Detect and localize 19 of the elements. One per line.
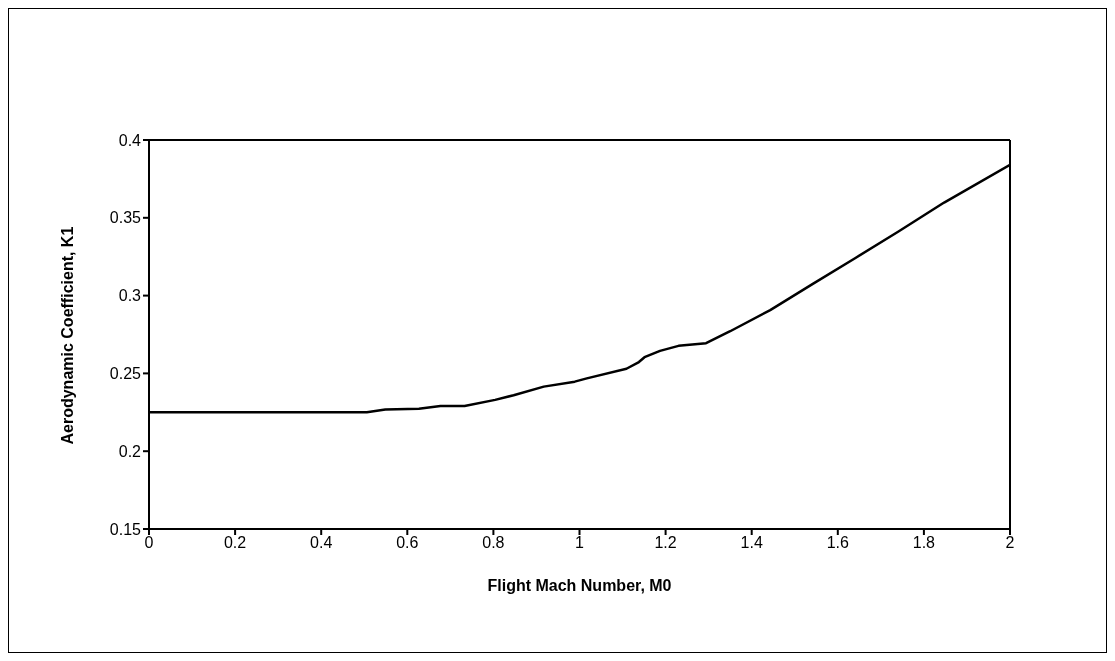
y-tick-label: 0.4 [118, 131, 142, 149]
x-tick-label: 2 [1005, 534, 1015, 552]
y-tick-label: 0.15 [109, 520, 142, 538]
x-tick-label: 0.8 [482, 534, 505, 552]
x-tick-label: 1.8 [912, 534, 936, 552]
y-tick-label: 0.25 [109, 365, 142, 383]
y-tick-label: 0.2 [118, 442, 142, 460]
x-tick-label: 0.4 [310, 534, 333, 552]
x-axis-title: Flight Mach Number, M0 [487, 577, 672, 594]
y-axis-title: Aerodynamic Coefficient, K1 [58, 226, 76, 445]
x-tick-label: 1.2 [654, 534, 677, 552]
x-tick-label: 0 [144, 534, 154, 552]
y-tick-label: 0.3 [118, 287, 142, 305]
x-tick-label: 0.2 [223, 534, 247, 552]
y-tick-label: 0.35 [109, 209, 142, 227]
x-tick-label: 0.6 [396, 534, 419, 552]
x-tick-label: 1.4 [740, 534, 763, 552]
x-tick-label: 1 [575, 534, 585, 552]
x-tick-label: 1.6 [826, 534, 850, 552]
